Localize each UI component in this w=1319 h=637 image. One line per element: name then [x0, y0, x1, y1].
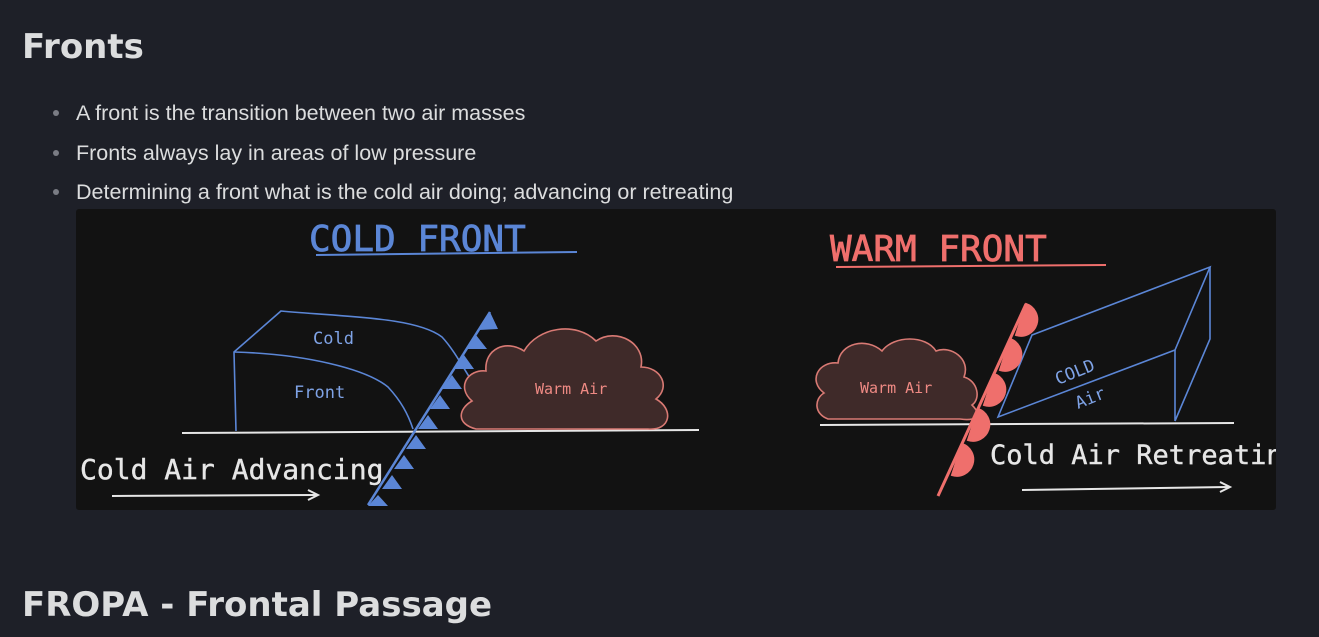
warm-arrow-head-icon [1219, 481, 1233, 493]
bullet-dot-icon [53, 110, 59, 116]
warm-air-cloud [460, 328, 669, 430]
cold-wedge-label: COLD [1052, 356, 1097, 390]
cold-ground-line [181, 429, 700, 434]
cold-front-title-underline [315, 251, 578, 256]
warm-arrow-shaft [1021, 486, 1229, 491]
bullet-dot-icon [53, 149, 59, 156]
warm-air-label-right: Warm Air [860, 379, 932, 397]
list-item-text: Determining a front what is the cold air… [76, 180, 734, 204]
list-item: Fronts always lay in areas of low pressu… [52, 139, 733, 179]
section-heading-fronts: Fronts [22, 27, 144, 67]
warm-air-label: Warm Air [535, 380, 607, 398]
cold-front-line [366, 311, 492, 506]
cold-caption: Cold Air Advancing [80, 453, 383, 486]
warm-air-cloud-right [815, 338, 978, 421]
warm-front-title-underline [835, 264, 1107, 268]
warm-ground-line [819, 422, 1235, 426]
cold-label: Cold [313, 329, 354, 349]
fronts-diagram: COLD FRONT Cold Front Warm Air Cold Air … [76, 209, 1276, 510]
warm-front-title: WARM FRONT [830, 229, 1047, 270]
cold-air-mass-inner-line [233, 351, 414, 430]
cold-wedge-side [1174, 267, 1211, 422]
cold-arrow-head-icon [307, 489, 321, 501]
cold-arrow-shaft [111, 494, 317, 497]
front-label: Front [294, 383, 345, 403]
warm-front-semicircles [950, 302, 1039, 477]
list-item: A front is the transition between two ai… [52, 99, 733, 139]
bullet-dot-icon [53, 189, 59, 195]
air-wedge-label: Air [1072, 384, 1108, 414]
warm-caption: Cold Air Retreating [990, 440, 1276, 471]
list-item: Determining a front what is the cold air… [52, 178, 733, 218]
list-item-text: A front is the transition between two ai… [76, 101, 526, 125]
fronts-diagram-svg: COLD FRONT Cold Front Warm Air Cold Air … [80, 219, 1276, 506]
list-item-text: Fronts always lay in areas of low pressu… [76, 140, 477, 165]
warm-front-line [936, 303, 1028, 497]
section-heading-fropa: FROPA - Frontal Passage [22, 585, 493, 625]
cold-front-triangles [368, 312, 498, 506]
bullet-list: A front is the transition between two ai… [52, 99, 733, 218]
